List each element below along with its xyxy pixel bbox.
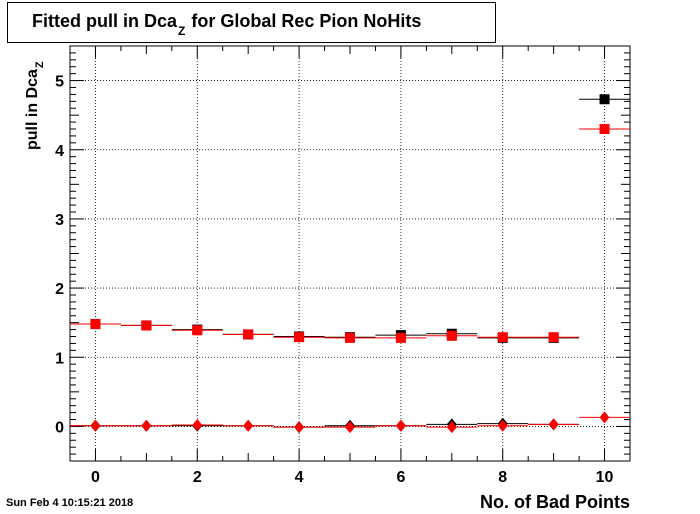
data-point-square — [243, 329, 254, 340]
title-main: Fitted pull in Dca — [32, 11, 178, 31]
data-point-square — [192, 325, 203, 336]
series-2 — [70, 124, 630, 343]
data-point-diamond — [599, 411, 610, 424]
x-axis-label: No. of Bad Points — [480, 492, 630, 512]
data-point-diamond — [141, 419, 152, 432]
timestamp: Sun Feb 4 10:15:21 2018 — [6, 497, 134, 509]
data-point-square — [294, 332, 305, 343]
data-point-square — [548, 332, 559, 343]
title-box: Fitted pull in DcaZ for Global Rec Pion N… — [7, 2, 496, 43]
data-point-square — [395, 332, 406, 343]
y-tick-label: 3 — [55, 212, 64, 229]
data-point-square — [90, 319, 101, 330]
data-point-diamond — [395, 419, 406, 432]
data-point-square — [345, 332, 355, 343]
x-tick-label: 8 — [498, 469, 507, 486]
x-tick-label: 4 — [295, 469, 304, 486]
data-point-diamond — [294, 421, 305, 434]
x-tick-label: 0 — [91, 469, 100, 486]
y-tick-label: 2 — [55, 281, 64, 298]
axis-ticks — [69, 45, 631, 462]
x-tick-label: 10 — [596, 469, 614, 486]
grid — [70, 46, 630, 461]
data-point-diamond — [497, 419, 508, 432]
series-4 — [70, 411, 630, 434]
data-point-diamond — [548, 418, 559, 431]
data-point-diamond — [192, 419, 203, 432]
data-point-square — [497, 332, 508, 343]
data-point-square — [599, 124, 610, 134]
axis-tick-labels: 0 2 4 6 8 10 0 1 2 3 4 5 — [55, 74, 613, 486]
data-point-square — [141, 320, 152, 331]
data-point-square — [446, 330, 457, 341]
y-axis-label-main: pull in Dca — [24, 69, 41, 150]
x-tick-label: 6 — [396, 469, 405, 486]
plot-frame — [69, 45, 631, 462]
data-point-diamond — [345, 421, 355, 434]
data-point-diamond — [90, 419, 101, 432]
y-axis-label-subscript: Z — [34, 61, 46, 69]
y-axis-label: pull in DcaZ — [24, 61, 46, 150]
title-rest: for Global Rec Pion NoHits — [191, 11, 422, 31]
x-tick-label: 2 — [193, 469, 202, 486]
data-series — [70, 94, 630, 434]
title-subscript: Z — [178, 24, 186, 38]
y-tick-label: 1 — [55, 350, 64, 367]
y-tick-label: 0 — [55, 419, 64, 436]
chart-title: Fitted pull in DcaZ for Global Rec Pion N… — [32, 11, 421, 38]
data-point-diamond — [243, 419, 254, 432]
data-point-diamond — [446, 421, 457, 434]
y-tick-label: 5 — [55, 74, 64, 91]
data-point-square — [599, 94, 610, 105]
y-tick-label: 4 — [55, 143, 64, 160]
